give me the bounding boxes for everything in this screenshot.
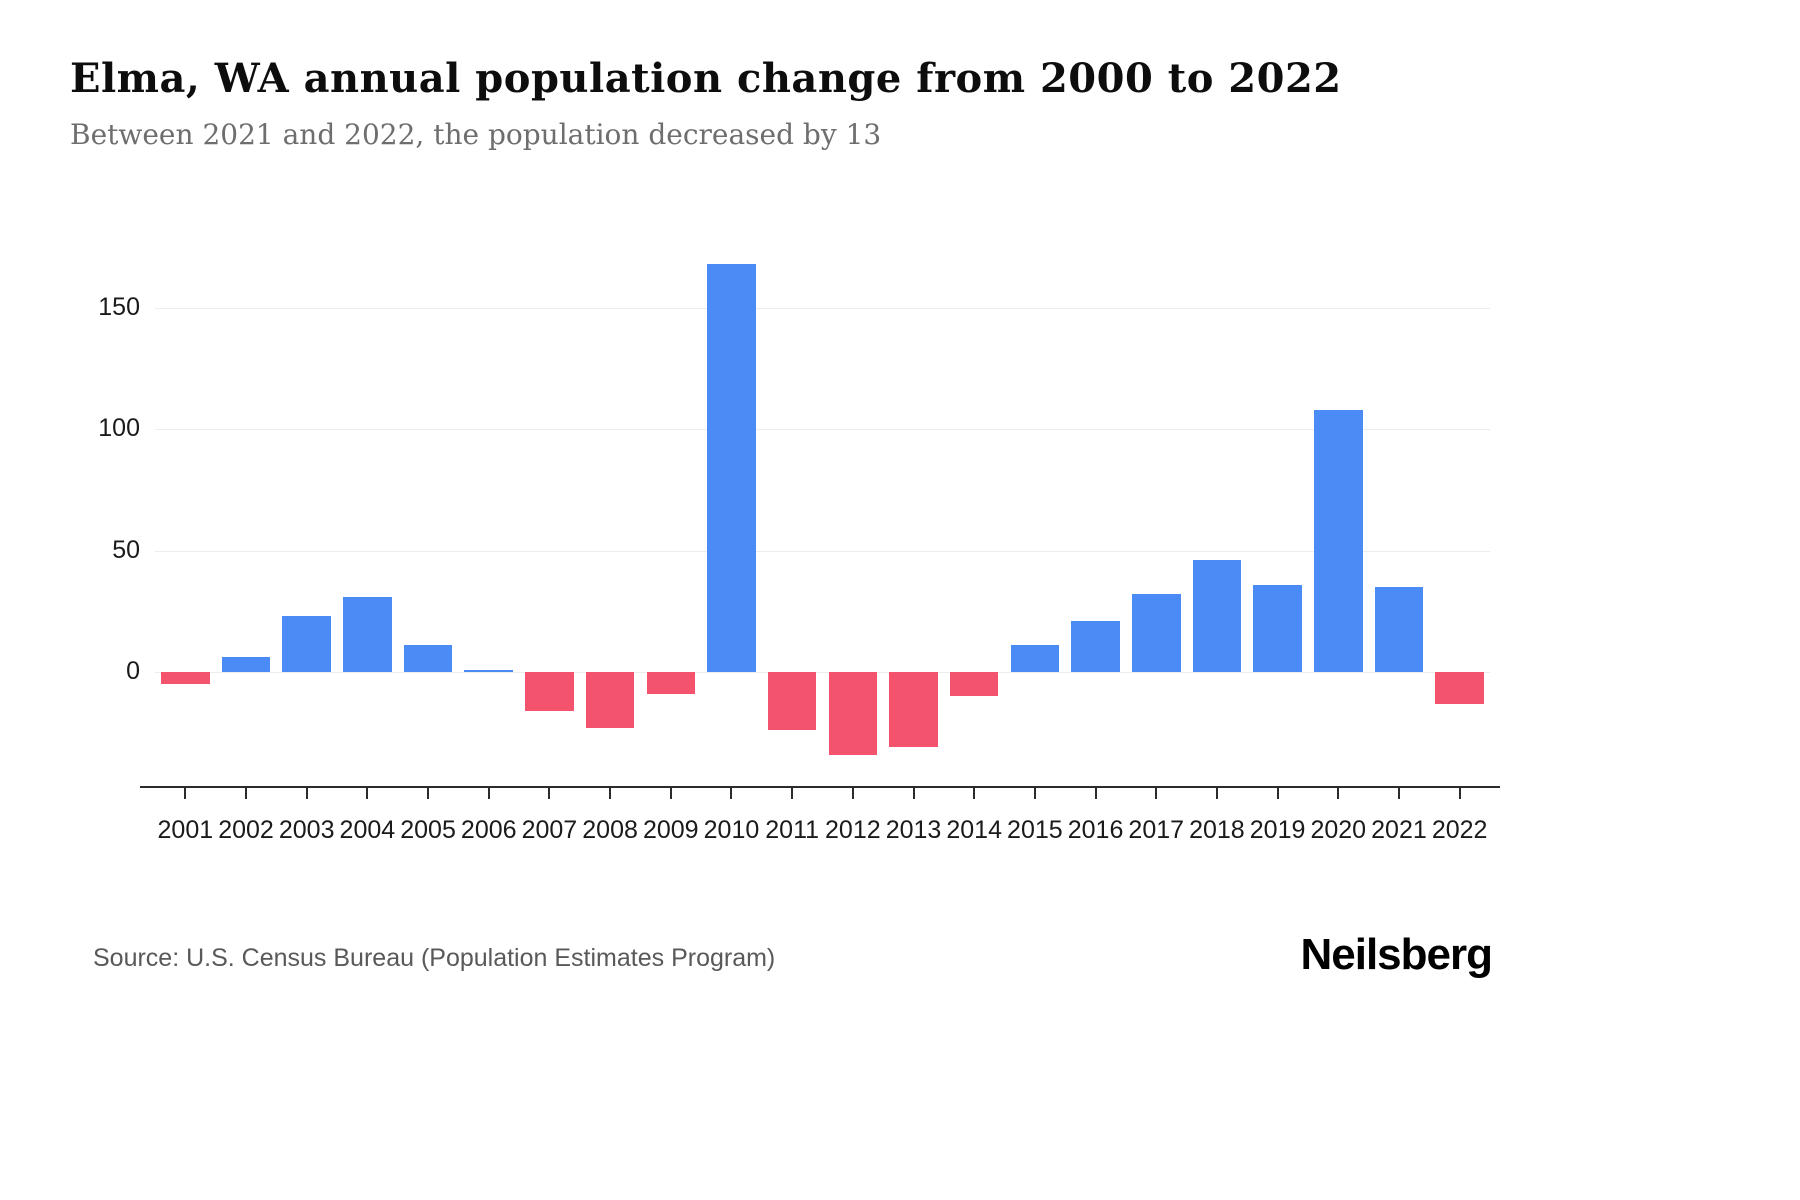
x-axis-label-2021: 2021: [1371, 816, 1427, 844]
bar-2007: [525, 672, 574, 711]
bar-2015: [1010, 645, 1060, 672]
bar-2009: [646, 672, 696, 694]
x-axis-label-2005: 2005: [400, 816, 456, 844]
x-axis-tick-2010: [730, 786, 733, 799]
y-axis-label-0: 0: [126, 657, 140, 685]
bar-2001: [161, 672, 210, 685]
neilsberg-logo: Neilsberg: [1300, 930, 1493, 979]
bar-2018: [1192, 560, 1242, 672]
gridline-150: [155, 307, 1490, 309]
x-axis-tick-2020: [1337, 786, 1340, 799]
bar-2012: [828, 672, 878, 755]
bar-2002: [221, 657, 271, 672]
x-axis-tick-2004: [366, 786, 369, 799]
bar-2004: [343, 596, 392, 672]
x-axis-label-2004: 2004: [339, 816, 396, 844]
x-axis-label-2002: 2002: [218, 816, 274, 844]
x-axis-tick-2021: [1397, 786, 1400, 799]
x-axis-label-2012: 2012: [825, 816, 881, 844]
chart-title: Elma, WA annual population change from 2…: [70, 55, 1342, 102]
x-axis-tick-2012: [851, 786, 854, 799]
x-axis-label-2016: 2016: [1067, 816, 1124, 844]
y-axis-label-150: 150: [98, 292, 140, 321]
chart-subtitle: Between 2021 and 2022, the population de…: [70, 118, 882, 151]
x-axis-label-2022: 2022: [1431, 816, 1488, 844]
x-axis-tick-2018: [1215, 786, 1218, 799]
x-axis-tick-2009: [669, 786, 672, 799]
x-axis-tick-2003: [305, 786, 308, 799]
x-axis-label-2018: 2018: [1189, 816, 1245, 844]
bar-2008: [585, 672, 635, 728]
x-axis-label-2008: 2008: [582, 816, 638, 844]
x-axis-tick-2013: [912, 786, 915, 799]
bar-2006: [464, 669, 513, 672]
gridline-0: [155, 672, 1490, 673]
bar-2013: [889, 672, 938, 748]
x-axis-tick-2016: [1094, 786, 1097, 799]
bar-2022: [1435, 672, 1484, 704]
bar-2010: [707, 263, 756, 672]
x-axis-tick-2007: [548, 786, 551, 799]
x-axis-label-2010: 2010: [703, 816, 760, 844]
x-axis-tick-2019: [1276, 786, 1279, 799]
bar-2005: [403, 645, 453, 672]
x-axis-label-2001: 2001: [157, 816, 214, 844]
x-axis-label-2013: 2013: [885, 816, 942, 844]
x-axis-tick-2008: [609, 786, 612, 799]
x-axis-label-2014: 2014: [946, 816, 1002, 844]
bar-2011: [767, 672, 817, 731]
gridline-100: [155, 429, 1490, 430]
bar-2014: [949, 672, 999, 697]
x-axis-tick-2001: [184, 786, 187, 799]
x-axis-label-2015: 2015: [1007, 816, 1063, 844]
bar-2016: [1071, 620, 1120, 672]
x-axis-label-2007: 2007: [521, 816, 578, 844]
x-axis-tick-2022: [1458, 786, 1461, 799]
x-axis-tick-2014: [973, 786, 976, 799]
bar-2021: [1374, 586, 1424, 672]
x-axis-label-2011: 2011: [765, 816, 820, 844]
x-axis-tick-2017: [1155, 786, 1158, 799]
bar-2020: [1314, 409, 1363, 672]
x-axis-tick-2005: [427, 786, 430, 799]
x-axis-tick-2011: [791, 786, 794, 799]
x-axis-label-2019: 2019: [1249, 816, 1306, 844]
y-axis-label-100: 100: [98, 414, 140, 442]
bar-2017: [1131, 594, 1181, 672]
source-note: Source: U.S. Census Bureau (Population E…: [93, 944, 776, 972]
y-axis-label-50: 50: [112, 535, 140, 564]
x-axis-label-2003: 2003: [278, 816, 335, 844]
x-axis-label-2017: 2017: [1128, 816, 1185, 844]
x-axis-tick-2002: [245, 786, 248, 799]
x-axis-label-2020: 2020: [1310, 816, 1367, 844]
x-axis-label-2009: 2009: [642, 816, 699, 844]
x-axis-label-2006: 2006: [460, 816, 517, 844]
x-axis-line: [140, 786, 1500, 788]
gridline-50: [155, 550, 1490, 552]
bar-2019: [1253, 584, 1302, 672]
x-axis-tick-2015: [1033, 786, 1036, 799]
x-axis-tick-2006: [487, 786, 490, 799]
bar-2003: [282, 616, 331, 672]
